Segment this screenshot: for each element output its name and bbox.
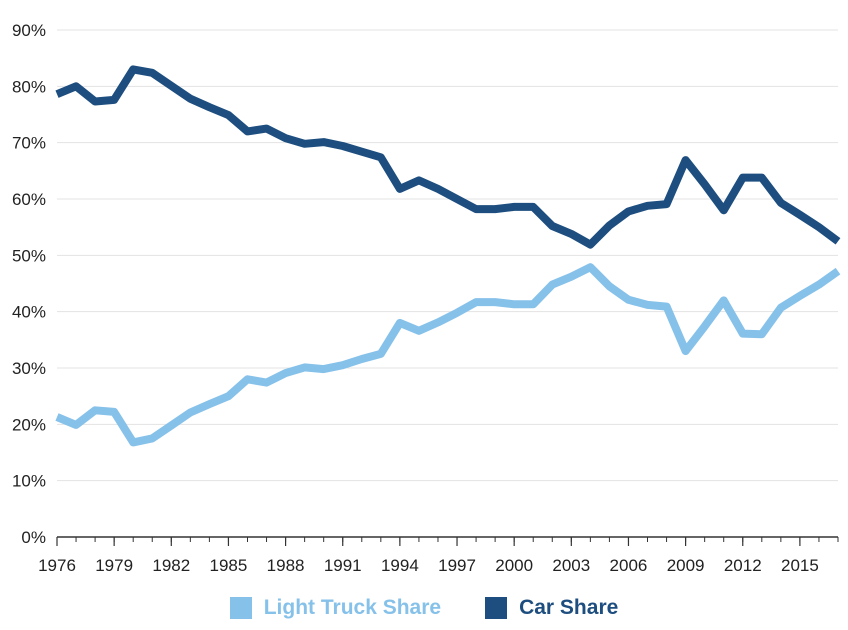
legend-item-light-truck: Light Truck Share	[229, 596, 442, 620]
x-tick-label: 2006	[610, 556, 648, 575]
y-tick-label: 0%	[21, 528, 46, 547]
gridlines	[57, 29, 838, 482]
line-chart: 0%10%20%30%40%50%60%70%80%90% 1976 1979 19…	[12, 21, 841, 575]
series-lines	[55, 65, 841, 447]
y-tick-label: 30%	[12, 359, 46, 378]
y-tick-label: 10%	[12, 472, 46, 491]
y-axis-ticks: 0% 10% 20% 30% 40% 50% 60% 70% 80% 90%	[12, 21, 46, 547]
legend-label-car: Car Share	[519, 596, 619, 619]
x-tick-label: 1976	[38, 556, 76, 575]
x-tick-label: 1991	[324, 556, 362, 575]
x-tick-label: 2012	[724, 556, 762, 575]
y-tick-label: 70%	[12, 134, 46, 153]
legend: Light Truck Share Car Share	[0, 596, 848, 620]
legend-label-light-truck: Light Truck Share	[263, 596, 442, 619]
legend-swatch-light-truck	[229, 597, 252, 619]
x-tick-label: 1982	[152, 556, 190, 575]
legend-swatch-car	[485, 597, 508, 619]
x-tick-label: 1988	[267, 556, 305, 575]
y-tick-label: 20%	[12, 415, 46, 434]
x-tick-label: 1979	[95, 556, 133, 575]
x-tick-label: 1997	[438, 556, 476, 575]
x-axis: 1976 1979 1982 1985 1988 1991 1994 1997 2000 2003…	[38, 536, 839, 575]
x-tick-label: 2009	[667, 556, 705, 575]
x-tick-label: 2003	[552, 556, 590, 575]
series-line-light-truck-share	[55, 263, 841, 447]
y-tick-label: 40%	[12, 303, 46, 322]
y-tick-label: 80%	[12, 77, 46, 96]
y-tick-label: 90%	[12, 21, 46, 40]
y-tick-label: 60%	[12, 190, 46, 209]
x-tick-label: 1985	[210, 556, 248, 575]
x-tick-label: 2015	[781, 556, 819, 575]
series-line-car-share	[55, 65, 841, 249]
legend-item-car: Car Share	[485, 596, 618, 620]
x-tick-label: 1994	[381, 556, 419, 575]
x-tick-label: 2000	[495, 556, 533, 575]
y-tick-label: 50%	[12, 246, 46, 265]
